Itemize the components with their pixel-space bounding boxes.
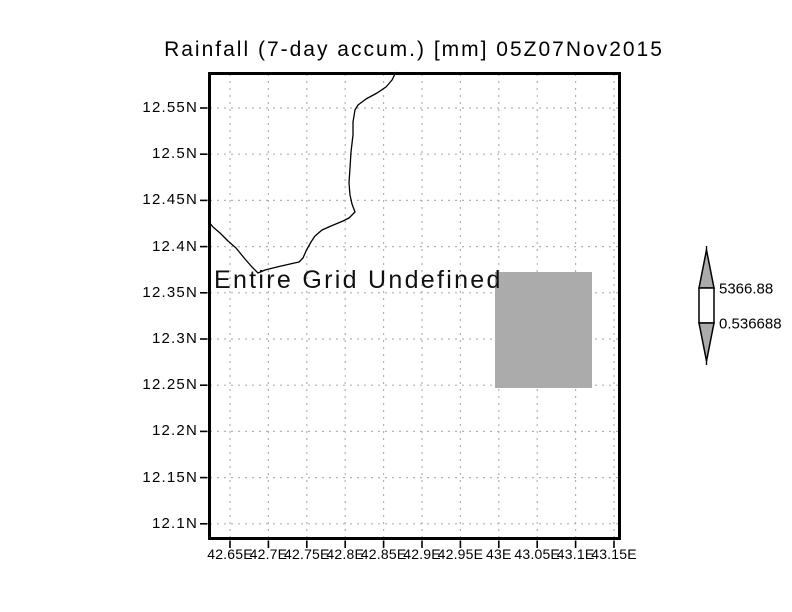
colorbar: [698, 246, 715, 365]
lon-tick-label: 42.8E: [326, 546, 364, 562]
lon-tick-label: 43.15E: [591, 546, 637, 562]
lat-tick-label: 12.35N: [142, 283, 198, 301]
tick-layer: [200, 107, 615, 548]
lon-tick-label: 42.95E: [437, 546, 484, 562]
plot-title: Rainfall (7-day accum.) [mm] 05Z07Nov201…: [164, 38, 664, 61]
lon-tick-label: 43.1E: [556, 546, 595, 562]
colorbar-upper-triangle: [698, 249, 715, 289]
lat-tick-label: 12.25N: [142, 376, 198, 394]
lon-tick-label: 42.65E: [207, 546, 253, 562]
lon-tick-label: 43.05E: [514, 546, 560, 562]
undefined-message: Entire Grid Undefined: [214, 266, 503, 294]
map-frame: [208, 72, 621, 540]
lat-tick-label: 12.55N: [142, 98, 198, 116]
lon-tick-label: 42.75E: [284, 546, 330, 562]
colorbar-min-label: 0.536688: [719, 315, 782, 333]
lat-tick-label: 12.3N: [151, 329, 198, 347]
lat-tick-label: 12.4N: [151, 237, 198, 255]
colorbar-lower-triangle: [698, 322, 715, 362]
shaded-grid-cell: [495, 272, 592, 388]
lon-tick-label: 43E: [486, 546, 512, 562]
lon-tick-label: 42.85E: [360, 546, 407, 562]
lat-tick-label: 12.1N: [151, 514, 198, 532]
lat-tick-label: 12.45N: [142, 191, 198, 209]
lat-tick-label: 12.2N: [151, 422, 198, 440]
lon-tick-label: 42.7E: [249, 546, 288, 562]
colorbar-range-box: [698, 287, 715, 324]
coastline: [208, 71, 397, 274]
lat-tick-label: 12.5N: [151, 145, 198, 163]
lon-tick-label: 42.9E: [403, 546, 441, 562]
lat-tick-label: 12.15N: [142, 468, 198, 486]
colorbar-max-label: 5366.88: [719, 280, 774, 298]
